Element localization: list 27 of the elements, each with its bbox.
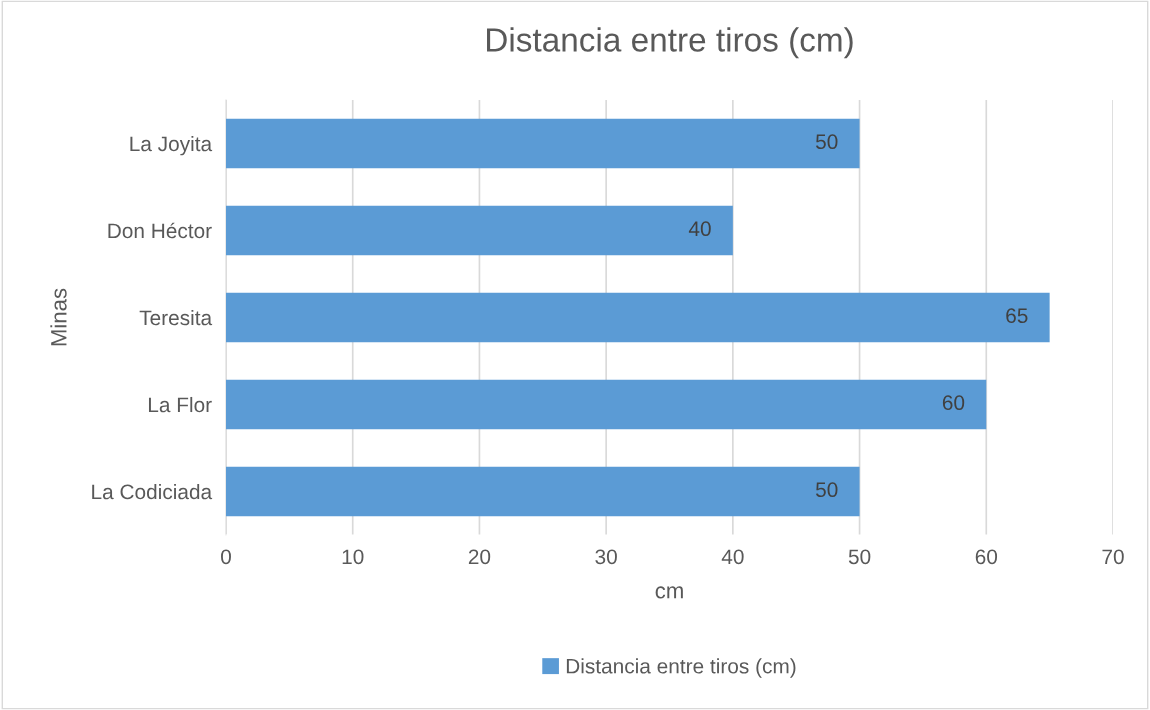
x-tick-label: 40 xyxy=(721,549,744,565)
data-label: 60 xyxy=(942,395,965,411)
x-tick-label: 50 xyxy=(848,549,871,565)
bar xyxy=(226,118,860,169)
legend-label: Distancia entre tiros (cm) xyxy=(566,658,796,678)
bar xyxy=(226,205,733,256)
data-label: 40 xyxy=(688,221,711,237)
y-tick-label: Don Héctor xyxy=(108,222,212,239)
x-tick-label: 20 xyxy=(468,549,491,565)
data-label: 50 xyxy=(815,134,838,150)
chart-title: Distancia entre tiros (cm) xyxy=(487,27,853,59)
x-tick-label: 10 xyxy=(342,549,364,565)
y-axis-title: Minas xyxy=(50,288,67,346)
x-tick-label: 70 xyxy=(1102,549,1124,565)
y-tick-label: Teresita xyxy=(139,309,213,326)
x-tick-label: 30 xyxy=(595,549,617,565)
data-label: 50 xyxy=(815,482,838,498)
bar xyxy=(226,466,860,517)
y-tick-label: La Codiciada xyxy=(92,483,213,500)
data-label: 65 xyxy=(1006,308,1028,324)
y-tick-label: La Flor xyxy=(148,396,212,413)
bar xyxy=(226,292,1050,343)
x-axis-title: cm xyxy=(655,586,683,599)
x-tick-label: 0 xyxy=(221,549,231,565)
bar xyxy=(226,379,987,430)
x-tick-label: 60 xyxy=(975,549,998,565)
y-tick-label: La Joyita xyxy=(130,135,213,156)
